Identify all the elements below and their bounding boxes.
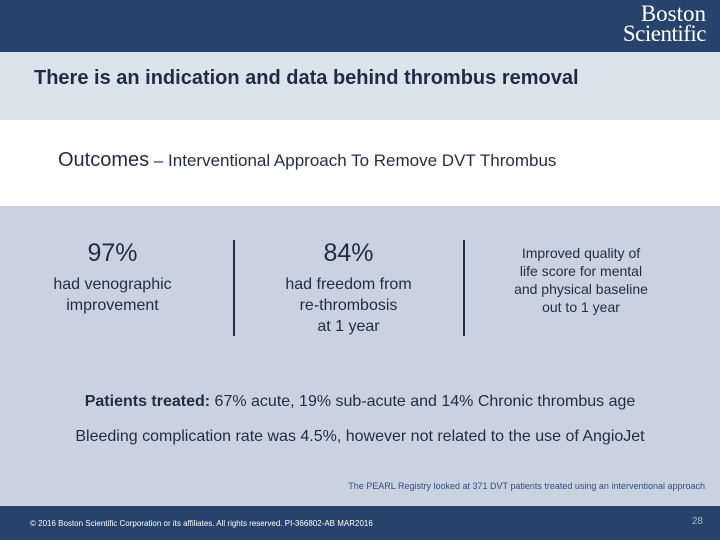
patients-text: 67% acute, 19% sub-acute and 14% Chronic… <box>210 393 636 410</box>
stat-desc-line: Improved quality of <box>521 245 641 261</box>
stat-value: 97% <box>87 239 138 267</box>
stat-desc-line: had freedom from <box>285 276 412 293</box>
stat-rethrombosis: 84% had freedom from re-thrombosis at 1 … <box>266 238 431 337</box>
stat-desc-line: and physical baseline <box>514 281 648 297</box>
bleeding-rate: Bleeding complication rate was 4.5%, how… <box>75 428 645 445</box>
stat-description: had venographic improvement <box>30 274 195 316</box>
stat-desc-line: improvement <box>66 297 159 314</box>
stat-venographic: 97% had venographic improvement <box>30 238 195 316</box>
stat-desc-line: re-thrombosis <box>299 297 398 314</box>
divider <box>463 240 465 336</box>
page-number: 28 <box>691 516 703 527</box>
boston-scientific-logo: Boston Scientific <box>586 1 707 48</box>
headline-band <box>0 52 720 120</box>
stat-description: had freedom from re-thrombosis at 1 year <box>266 274 431 337</box>
copyright: © 2016 Boston Scientific Corporation or … <box>30 519 373 528</box>
patients-treated: Patients treated: 67% acute, 19% sub-acu… <box>0 393 720 411</box>
stat-desc-line: had venographic <box>53 276 172 293</box>
stat-description: Improved quality of life score for menta… <box>496 244 666 316</box>
footer-bar <box>0 506 720 540</box>
footnote: The PEARL Registry looked at 371 DVT pat… <box>348 481 705 491</box>
subtitle-main: Outcomes <box>58 149 150 171</box>
stat-desc-line: out to 1 year <box>542 299 620 315</box>
slide-subtitle: Outcomes – Interventional Approach To Re… <box>58 149 708 172</box>
divider <box>233 240 235 336</box>
patients-label: Patients treated: <box>84 393 211 410</box>
logo-line-2: Scientific <box>622 21 707 46</box>
stat-quality-of-life: Improved quality of life score for menta… <box>496 244 666 316</box>
stat-value: 84% <box>323 239 374 267</box>
logo-line-1: Boston <box>640 1 706 26</box>
stat-desc-line: life score for mental <box>519 263 643 279</box>
subtitle-rest: – Interventional Approach To Remove DVT … <box>149 151 557 170</box>
subtitle-band <box>0 120 720 206</box>
slide-title: There is an indication and data behind t… <box>34 67 579 89</box>
stat-desc-line: at 1 year <box>317 318 380 335</box>
header-bar <box>0 0 720 52</box>
